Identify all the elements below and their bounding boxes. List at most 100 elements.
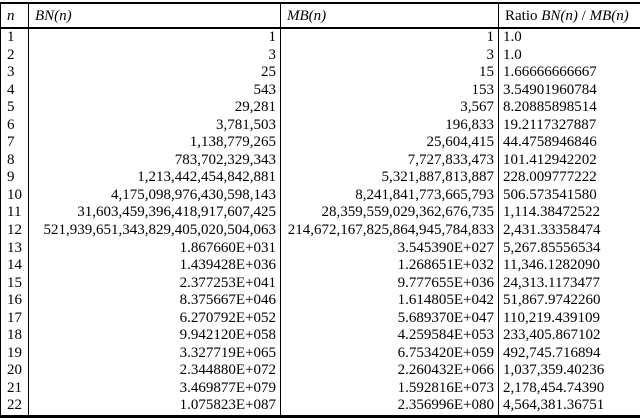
- cell-bn: 543: [29, 82, 281, 100]
- cell-mb: 2.260432E+066: [281, 362, 499, 380]
- cell-mb: 3.545390E+027: [281, 240, 499, 258]
- cell-n: 19: [1, 345, 29, 363]
- cell-bn: 2.377253E+041: [29, 275, 281, 293]
- cell-bn: 1,213,442,454,842,881: [29, 169, 281, 187]
- header-text: n: [7, 8, 15, 24]
- cell-ratio: 19.2117327887: [499, 117, 640, 135]
- cell-mb: 7,727,833,473: [281, 152, 499, 170]
- cell-mb: 2.356996E+080: [281, 397, 499, 416]
- cell-ratio: 5,267.85556534: [499, 240, 640, 258]
- header-text: Ratio: [505, 8, 541, 24]
- cell-bn: 4,175,098,976,430,598,143: [29, 187, 281, 205]
- cell-bn: 1,138,779,265: [29, 134, 281, 152]
- cell-mb: 1.614805E+042: [281, 292, 499, 310]
- cell-bn: 31,603,459,396,418,917,607,425: [29, 204, 281, 222]
- cell-bn: 9.942120E+058: [29, 327, 281, 345]
- cell-n: 1: [1, 28, 29, 47]
- cell-mb: 3,567: [281, 99, 499, 117]
- cell-n: 3: [1, 64, 29, 82]
- cell-mb: 25,604,415: [281, 134, 499, 152]
- cell-ratio: 2,178,454.74390: [499, 380, 640, 398]
- cell-ratio: 11,346.1282090: [499, 257, 640, 275]
- cell-n: 16: [1, 292, 29, 310]
- column-header-ratio: Ratio BN(n) / MB(n): [499, 3, 640, 28]
- cell-ratio: 228.009777222: [499, 169, 640, 187]
- column-header-mb: MB(n): [281, 3, 499, 28]
- cell-mb: 1.592816E+073: [281, 380, 499, 398]
- cell-ratio: 24,313.1173477: [499, 275, 640, 293]
- header-text: BN(n): [35, 8, 72, 24]
- cell-mb: 4.259584E+053: [281, 327, 499, 345]
- cell-ratio: 1.0: [499, 47, 640, 65]
- cell-ratio: 506.573541580: [499, 187, 640, 205]
- cell-bn: 1.075823E+087: [29, 397, 281, 416]
- cell-n: 21: [1, 380, 29, 398]
- cell-mb: 214,672,167,825,864,945,784,833: [281, 222, 499, 240]
- cell-n: 7: [1, 134, 29, 152]
- cell-bn: 3,781,503: [29, 117, 281, 135]
- cell-mb: 1: [281, 28, 499, 47]
- cell-ratio: 492,745.716894: [499, 345, 640, 363]
- cell-n: 5: [1, 99, 29, 117]
- header-text: /: [578, 8, 590, 24]
- cell-n: 9: [1, 169, 29, 187]
- cell-mb: 28,359,559,029,362,676,735: [281, 204, 499, 222]
- table-header-row: n BN(n) MB(n) Ratio BN(n) / MB(n): [1, 3, 640, 28]
- cell-ratio: 110,219.439109: [499, 310, 640, 328]
- cell-ratio: 1,114.38472522: [499, 204, 640, 222]
- cell-ratio: 3.54901960784: [499, 82, 640, 100]
- cell-ratio: 1,037,359.40236: [499, 362, 640, 380]
- cell-bn: 6.270792E+052: [29, 310, 281, 328]
- cell-n: 12: [1, 222, 29, 240]
- cell-mb: 9.777655E+036: [281, 275, 499, 293]
- cell-ratio: 1.0: [499, 28, 640, 47]
- cell-n: 2: [1, 47, 29, 65]
- cell-n: 4: [1, 82, 29, 100]
- cell-n: 18: [1, 327, 29, 345]
- cell-ratio: 1.66666666667: [499, 64, 640, 82]
- cell-ratio: 8.20885898514: [499, 99, 640, 117]
- cell-bn: 25: [29, 64, 281, 82]
- cell-n: 20: [1, 362, 29, 380]
- cell-n: 14: [1, 257, 29, 275]
- cell-mb: 8,241,841,773,665,793: [281, 187, 499, 205]
- cell-ratio: 4,564,381.36751: [499, 397, 640, 416]
- cell-n: 6: [1, 117, 29, 135]
- cell-ratio: 44.4758946846: [499, 134, 640, 152]
- header-text: MB(n): [590, 8, 629, 24]
- cell-bn: 1.439428E+036: [29, 257, 281, 275]
- header-text: BN(n): [541, 8, 578, 24]
- cell-mb: 15: [281, 64, 499, 82]
- cell-mb: 6.753420E+059: [281, 345, 499, 363]
- cell-n: 8: [1, 152, 29, 170]
- cell-n: 10: [1, 187, 29, 205]
- cell-bn: 3.469877E+079: [29, 380, 281, 398]
- cell-mb: 196,833: [281, 117, 499, 135]
- cell-bn: 3: [29, 47, 281, 65]
- cell-bn: 783,702,329,343: [29, 152, 281, 170]
- column-header-n: n: [1, 3, 29, 28]
- cell-mb: 5.689370E+047: [281, 310, 499, 328]
- cell-ratio: 2,431.33358474: [499, 222, 640, 240]
